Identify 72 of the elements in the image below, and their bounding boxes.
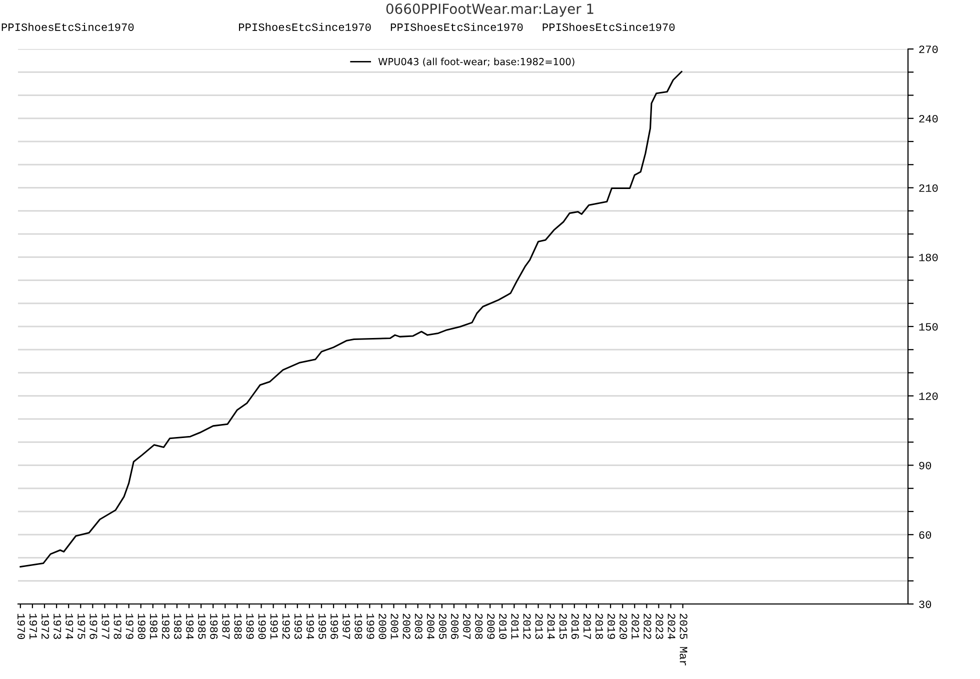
text: PPIShoesEtcSince1970 [542, 22, 675, 31]
x-tick-label: 2008 [475, 614, 483, 639]
x-tick-label: 1992 [282, 614, 290, 639]
x-tick-label: 1973 [54, 614, 62, 639]
x-tick-label: 1980 [138, 614, 146, 640]
x-tick-label: 1997 [342, 614, 350, 639]
x-tick-label: 2019 [608, 614, 616, 639]
y-tick-label: 120 [919, 392, 938, 400]
text: PPIShoesEtcSince1970 [390, 22, 523, 31]
x-tick-label: 1970 [17, 614, 25, 640]
x-tick-label: 2023 [656, 614, 664, 639]
y-tick-label: 240 [919, 114, 938, 123]
y-tick-label: 180 [919, 254, 938, 262]
x-tick-label: 1981 [150, 614, 158, 640]
x-tick-label: 2010 [499, 614, 507, 640]
y-tick-label: 60 [919, 531, 932, 539]
x-tick-label: 1985 [198, 614, 206, 639]
x-tick-label: 1990 [258, 614, 266, 640]
x-tick-label: 1978 [114, 614, 122, 639]
y-tick-label: 270 [919, 46, 938, 54]
y-tick-label: 90 [919, 462, 932, 470]
x-tick-label: 2009 [487, 614, 495, 639]
x-tick-label: 2011 [511, 614, 519, 640]
x-tick-label: 1984 [186, 614, 194, 640]
x-tick-label: 1971 [29, 614, 38, 640]
x-tick-label: 2007 [463, 614, 471, 639]
x-tick-label: 2013 [535, 614, 543, 639]
x-tick-label: 2004 [426, 614, 434, 640]
x-tick-label: 2016 [571, 614, 579, 639]
x-tick-label: 1999 [366, 614, 374, 639]
x-tick-label: 2002 [402, 614, 410, 639]
x-tick-label: 2005 [438, 614, 446, 639]
x-tick-label: 1986 [210, 614, 218, 639]
x-tick-label: 2000 [378, 614, 386, 640]
x-tick-label: 2020 [620, 614, 628, 640]
x-tick-label: 2017 [583, 614, 592, 639]
x-tick-label: 1993 [294, 614, 302, 639]
x-tick-label: 2003 [414, 614, 422, 639]
x-tick-label: 2024 [668, 614, 676, 640]
text: PPIShoesEtcSince1970 [239, 22, 371, 31]
x-tick-label: 1974 [66, 614, 74, 640]
x-tick-label: 1989 [246, 614, 254, 639]
x-tick-label: 1988 [234, 614, 242, 639]
x-tick-label: 1994 [306, 614, 314, 640]
x-tick-label: 1987 [222, 614, 230, 639]
x-tick-label: 2006 [450, 614, 459, 639]
x-tick-label: 1972 [42, 614, 50, 639]
line-series [20, 70, 682, 568]
x-tick-label: 1975 [78, 614, 86, 639]
x-tick-label: 2015 [559, 614, 567, 639]
chart-title: 0660PPIFootWear.mar:Layer 1 [386, 4, 594, 17]
y-tick-label: 30 [919, 600, 932, 608]
x-tick-label: 2001 [390, 614, 398, 640]
x-tick-label: 1991 [270, 614, 278, 640]
x-tick-label: 1982 [162, 614, 170, 639]
y-tick-label: 150 [919, 323, 938, 331]
x-tick-label: 1995 [318, 614, 326, 639]
text: PPIShoesEtcSince1970 [2, 22, 134, 31]
y-tick-label: 210 [919, 184, 938, 192]
x-tick-label: 1983 [174, 614, 182, 639]
x-tick-label: 1996 [330, 614, 338, 639]
x-tick-label: 2025 Mar [680, 614, 688, 666]
x-tick-label: 1998 [354, 614, 362, 639]
x-tick-label: 1977 [102, 614, 110, 639]
x-tick-label: 2022 [644, 614, 652, 639]
x-tick-label: 2012 [523, 614, 531, 639]
x-tick-label: 2014 [547, 614, 555, 640]
x-tick-label: 1979 [126, 614, 134, 639]
legend-label: WPU043 (all foot-wear; base:1982=100) [378, 58, 574, 66]
x-tick-label: 2021 [632, 614, 640, 640]
x-tick-label: 2018 [596, 614, 604, 639]
x-tick-label: 1976 [90, 614, 98, 639]
